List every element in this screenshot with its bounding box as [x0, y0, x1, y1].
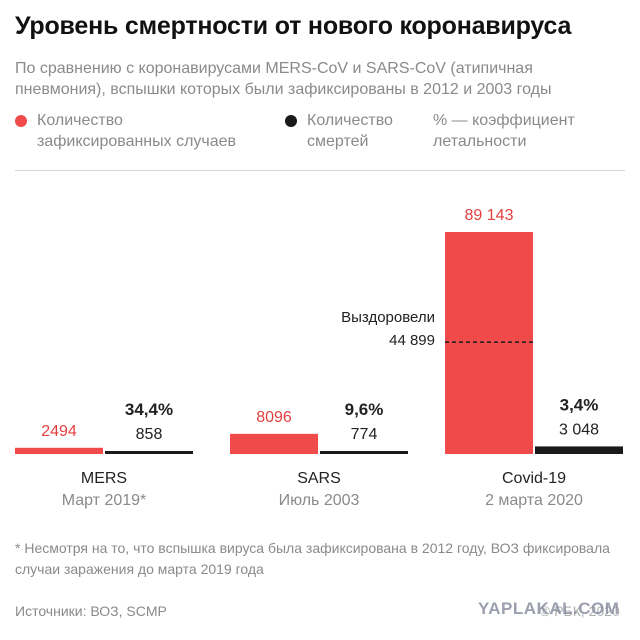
data-label-rate: 34,4% — [125, 400, 173, 419]
bar-cases — [15, 447, 103, 454]
legend-deaths-label: Количество смертей — [307, 112, 393, 150]
data-label-deaths: 774 — [351, 426, 378, 443]
bar-cases — [445, 232, 533, 454]
data-label-deaths: 3 048 — [559, 421, 599, 438]
data-label-deaths: 858 — [136, 426, 163, 443]
watermark: YAPLAKAL.COM — [478, 599, 620, 618]
tick-label-date: 2 марта 2020 — [485, 492, 583, 509]
legend-divider — [15, 170, 625, 171]
legend-rate-label: % — коэффициент летальности — [433, 112, 575, 150]
legend-deaths-dot — [285, 115, 297, 127]
data-label-cases: 8096 — [256, 409, 292, 426]
annotation-recovered-value: 44 899 — [389, 332, 435, 349]
chart-plot: 2494 858 34,4% MERS Март 2019* 8096 774 9,6% SAR… — [15, 207, 623, 509]
bar-deaths — [535, 446, 623, 454]
data-label-cases: 2494 — [41, 423, 77, 440]
bar-deaths — [320, 451, 408, 454]
tick-label-date: Июль 2003 — [279, 492, 360, 509]
sources: Источники: ВОЗ, SCMP — [15, 603, 167, 619]
legend-cases-label: Количество зафиксированных случаев — [37, 112, 237, 150]
bar-cases — [230, 433, 318, 454]
tick-label-date: Март 2019* — [62, 492, 147, 509]
footnote: * Несмотря на то, что вспышка вируса был… — [15, 540, 610, 577]
tick-label-category: Covid-19 — [502, 470, 566, 487]
annotation-recovered-label: Выздоровели — [341, 309, 435, 326]
data-label-rate: 9,6% — [345, 400, 384, 419]
data-label-rate: 3,4% — [560, 395, 599, 414]
bar-deaths — [105, 451, 193, 454]
copyright: © РБК, 2020 — [540, 603, 620, 619]
data-label-cases: 89 143 — [465, 207, 514, 224]
tick-label-category: MERS — [81, 470, 127, 487]
chart-subtitle: По сравнению с коронавирусами MERS-CoV и… — [15, 60, 552, 98]
legend-cases-dot — [15, 115, 27, 127]
tick-label-category: SARS — [297, 470, 341, 487]
chart-title: Уровень смертности от нового коронавирус… — [15, 12, 572, 40]
